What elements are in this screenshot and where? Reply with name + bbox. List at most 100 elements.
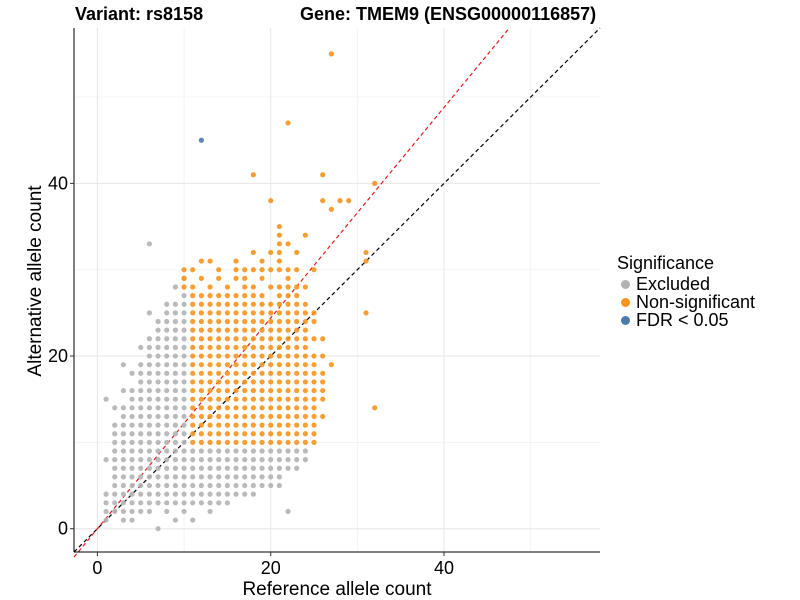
point-non-significant (285, 362, 291, 368)
point-excluded (181, 362, 187, 368)
point-excluded (190, 482, 196, 489)
point-excluded (129, 508, 135, 515)
point-excluded (138, 448, 144, 454)
point-excluded (224, 457, 230, 463)
point-excluded (138, 491, 144, 497)
point-excluded (207, 508, 213, 515)
point-non-significant (311, 370, 317, 376)
point-non-significant (276, 431, 282, 437)
point-non-significant (259, 405, 265, 411)
point-non-significant (250, 405, 256, 411)
point-non-significant (233, 344, 239, 351)
point-non-significant (233, 258, 239, 264)
point-non-significant (250, 413, 256, 420)
point-non-significant (190, 379, 196, 385)
point-excluded (172, 457, 178, 463)
point-excluded (181, 500, 187, 506)
point-non-significant (363, 258, 369, 264)
point-non-significant (198, 344, 204, 351)
point-non-significant (242, 318, 248, 325)
point-excluded (155, 457, 161, 463)
point-excluded (224, 482, 230, 489)
point-excluded (268, 448, 274, 454)
point-non-significant (285, 301, 291, 307)
point-non-significant (259, 267, 265, 273)
point-excluded (242, 474, 248, 480)
point-excluded (155, 327, 161, 333)
point-excluded (181, 327, 187, 333)
point-excluded (120, 517, 126, 523)
point-excluded (164, 344, 170, 351)
point-excluded (207, 465, 213, 471)
point-excluded (155, 344, 161, 351)
point-excluded (216, 500, 222, 506)
point-non-significant (216, 379, 222, 385)
point-non-significant (320, 413, 326, 420)
point-excluded (146, 362, 152, 368)
legend-key-non-significant (621, 297, 630, 307)
point-non-significant (285, 387, 291, 394)
point-non-significant (207, 258, 213, 264)
point-excluded (181, 405, 187, 411)
point-non-significant (250, 379, 256, 385)
point-non-significant (311, 362, 317, 368)
point-non-significant (311, 310, 317, 316)
point-excluded (146, 422, 152, 428)
data-points (103, 51, 378, 532)
point-non-significant (242, 267, 248, 273)
point-excluded (138, 370, 144, 376)
point-non-significant (207, 327, 213, 333)
point-non-significant (224, 327, 230, 333)
point-non-significant (207, 422, 213, 428)
point-non-significant (259, 293, 265, 299)
point-excluded (285, 448, 291, 454)
point-excluded (129, 465, 135, 471)
point-non-significant (216, 396, 222, 402)
point-non-significant (259, 439, 265, 445)
point-non-significant (250, 353, 256, 359)
point-non-significant (302, 413, 308, 420)
point-non-significant (250, 370, 256, 376)
point-non-significant (268, 387, 274, 394)
point-non-significant (268, 327, 274, 333)
point-excluded (146, 336, 152, 342)
point-excluded (198, 474, 204, 480)
point-non-significant (242, 275, 248, 281)
point-non-significant (242, 431, 248, 437)
point-non-significant (190, 344, 196, 351)
point-non-significant (285, 344, 291, 351)
point-non-significant (233, 370, 239, 376)
point-non-significant (294, 301, 300, 307)
point-excluded (120, 500, 126, 506)
legend-label-non-significant: Non-significant (636, 291, 756, 312)
point-excluded (146, 387, 152, 394)
point-non-significant (233, 413, 239, 420)
point-non-significant (198, 387, 204, 394)
point-non-significant (294, 370, 300, 376)
point-excluded (120, 474, 126, 480)
point-excluded (120, 405, 126, 411)
point-excluded (164, 396, 170, 402)
point-non-significant (216, 413, 222, 420)
point-excluded (138, 396, 144, 402)
point-excluded (164, 500, 170, 506)
point-excluded (129, 482, 135, 489)
point-excluded (233, 465, 239, 471)
identity-line (73, 27, 601, 553)
point-non-significant (181, 267, 187, 273)
point-non-significant (276, 232, 282, 238)
point-excluded (250, 474, 256, 480)
point-excluded (138, 439, 144, 445)
point-non-significant (224, 353, 230, 359)
point-non-significant (268, 310, 274, 316)
point-excluded (146, 241, 152, 247)
point-excluded (207, 500, 213, 506)
point-non-significant (294, 293, 300, 299)
point-non-significant (320, 336, 326, 342)
point-excluded (172, 344, 178, 351)
point-non-significant (276, 413, 282, 420)
point-non-significant (259, 379, 265, 385)
point-non-significant (285, 120, 291, 126)
point-excluded (190, 457, 196, 463)
point-excluded (112, 465, 118, 471)
